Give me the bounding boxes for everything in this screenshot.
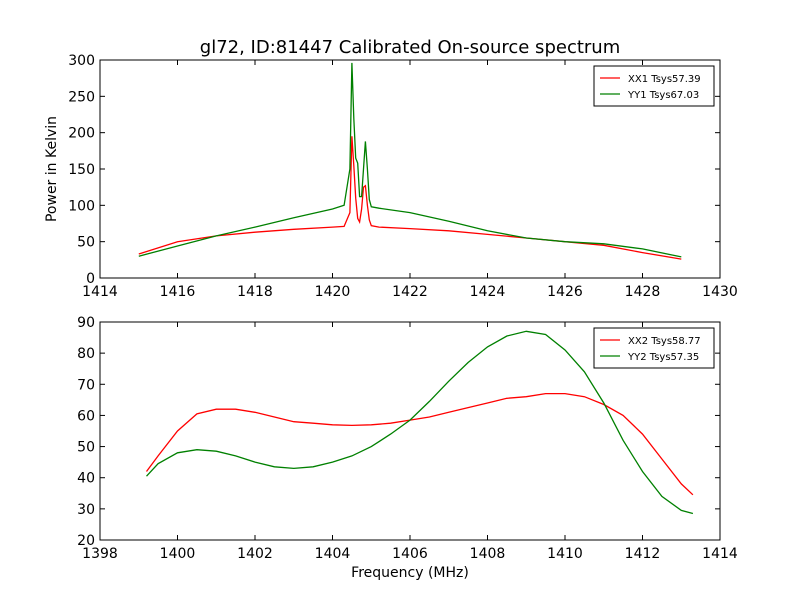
x-tick-label: 1400: [160, 546, 196, 562]
x-axis-label: Frequency (MHz): [351, 565, 469, 581]
x-tick-label: 1424: [470, 284, 506, 300]
y-tick-label: 70: [77, 377, 95, 393]
x-tick-label: 1402: [237, 546, 273, 562]
x-tick-label: 1416: [160, 284, 196, 300]
y-tick-label: 0: [86, 271, 95, 287]
x-tick-label: 1412: [625, 546, 661, 562]
x-tick-label: 1422: [392, 284, 428, 300]
x-tick-label: 1408: [470, 546, 506, 562]
x-tick-label: 1410: [547, 546, 583, 562]
y-tick-label: 200: [68, 126, 95, 142]
x-tick-label: 1426: [547, 284, 583, 300]
series-line-yy2: [146, 330, 694, 515]
x-tick-label: 1420: [315, 284, 351, 300]
x-tick-label: 1428: [625, 284, 661, 300]
y-axis-label: Power in Kelvin: [44, 116, 60, 222]
x-tick-label: 1398: [82, 546, 118, 562]
x-tick-label: 1430: [702, 284, 738, 300]
y-tick-label: 30: [77, 502, 95, 518]
legend-label: XX2 Tsys58.77: [628, 336, 701, 347]
legend: XX1 Tsys57.39 YY1 Tsys67.03: [593, 65, 715, 107]
series-line-xx1: [138, 136, 682, 260]
x-tick-label: 1406: [392, 546, 428, 562]
chart-title: gl72, ID:81447 Calibrated On-source spec…: [200, 37, 620, 58]
x-tick-label: 1418: [237, 284, 273, 300]
y-tick-label: 300: [68, 53, 95, 69]
bottom-plot-panel: 1398 1400 1402 1404 1406 1408 1410 1412 1414 20 30…: [77, 315, 738, 562]
series-line-xx2: [145, 392, 694, 496]
x-tick-label: 1404: [315, 546, 351, 562]
legend-box: [593, 327, 715, 369]
legend-label: YY1 Tsys67.03: [627, 90, 699, 101]
legend-label: YY2 Tsys57.35: [627, 352, 699, 363]
legend-box: [593, 65, 715, 107]
y-tick-label: 40: [77, 471, 95, 487]
y-tick-label: 90: [77, 315, 95, 331]
x-tick-label: 1414: [82, 284, 118, 300]
y-tick-label: 60: [77, 408, 95, 424]
y-tick-label: 250: [68, 89, 95, 105]
y-tick-label: 80: [77, 346, 95, 362]
top-plot-panel: 1414 1416 1418 1420 1422 1424 1426 1428 1430 0 50 1…: [68, 53, 738, 300]
y-tick-label: 50: [77, 440, 95, 456]
legend: XX2 Tsys58.77 YY2 Tsys57.35: [593, 327, 715, 369]
legend-label: XX1 Tsys57.39: [628, 74, 701, 85]
x-tick-label: 1414: [702, 546, 738, 562]
y-tick-label: 100: [68, 198, 95, 214]
y-tick-label: 150: [68, 162, 95, 178]
y-tick-label: 20: [77, 533, 95, 549]
y-tick-label: 50: [77, 235, 95, 251]
series-line-yy1: [138, 62, 682, 258]
